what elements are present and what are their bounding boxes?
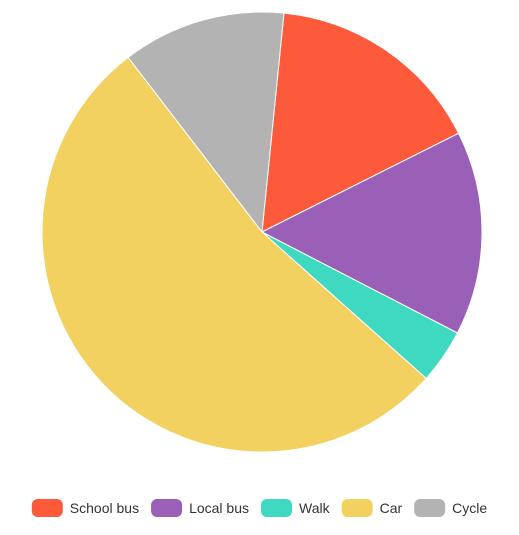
pie-slice-local-bus[interactable]	[260, 132, 483, 334]
chart-legend: School bus Local bus Walk Car Cycle	[31, 499, 487, 517]
legend-label-cycle: Cycle	[452, 500, 487, 516]
legend-item-local-bus[interactable]: Local bus	[151, 499, 249, 517]
legend-swatch-school-bus	[31, 499, 63, 517]
legend-swatch-car	[341, 499, 373, 517]
pie-slice-cycle[interactable]	[127, 11, 285, 234]
legend-label-local-bus: Local bus	[189, 500, 249, 516]
pie-slices	[41, 11, 483, 453]
legend-label-school-bus: School bus	[70, 500, 139, 516]
pie-slice-car[interactable]	[41, 56, 427, 453]
legend-swatch-local-bus	[151, 499, 183, 517]
legend-item-school-bus[interactable]: School bus	[31, 499, 139, 517]
legend-swatch-cycle	[414, 499, 446, 517]
legend-item-cycle[interactable]: Cycle	[414, 499, 487, 517]
legend-label-walk: Walk	[299, 500, 331, 516]
legend-item-walk[interactable]: Walk	[261, 499, 331, 517]
legend-swatch-walk	[261, 499, 293, 517]
legend-item-car[interactable]: Car	[341, 499, 403, 517]
pie-slice-school-bus[interactable]	[261, 12, 460, 233]
legend-label-car: Car	[380, 500, 403, 516]
